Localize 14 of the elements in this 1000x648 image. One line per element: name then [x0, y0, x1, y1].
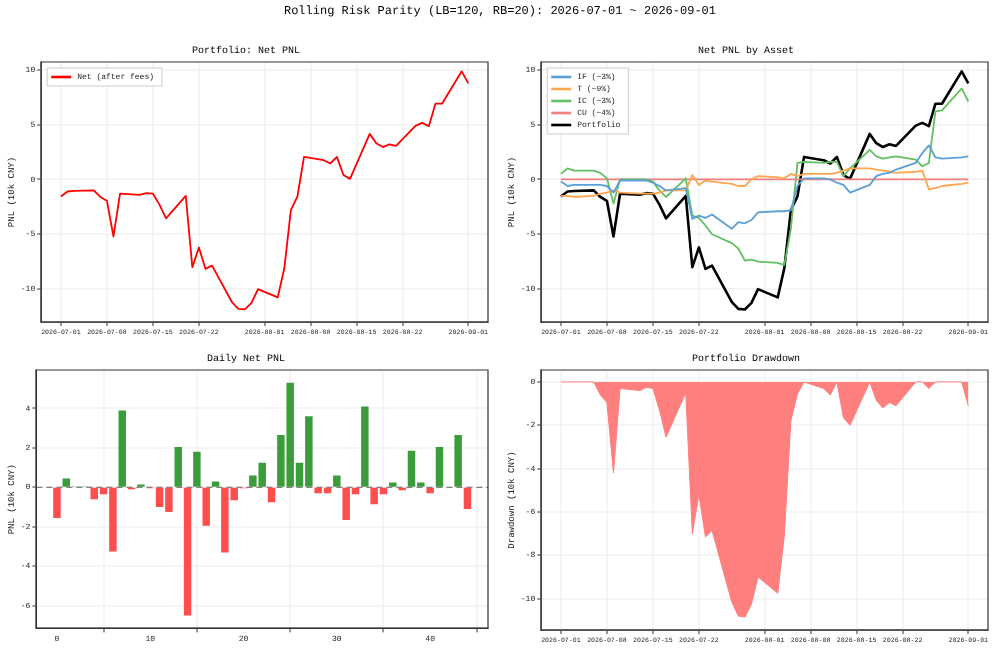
- bar: [454, 435, 462, 487]
- bar: [463, 487, 472, 510]
- bar: [53, 487, 61, 518]
- bar: [426, 487, 434, 494]
- bar: [435, 446, 444, 487]
- bar: [267, 487, 276, 503]
- bar: [193, 451, 201, 487]
- bar: [202, 487, 210, 526]
- bar: [118, 410, 126, 487]
- bar: [211, 481, 220, 487]
- bar: [333, 475, 341, 487]
- bar: [183, 487, 192, 616]
- bar: [174, 446, 182, 487]
- bar: [361, 406, 369, 487]
